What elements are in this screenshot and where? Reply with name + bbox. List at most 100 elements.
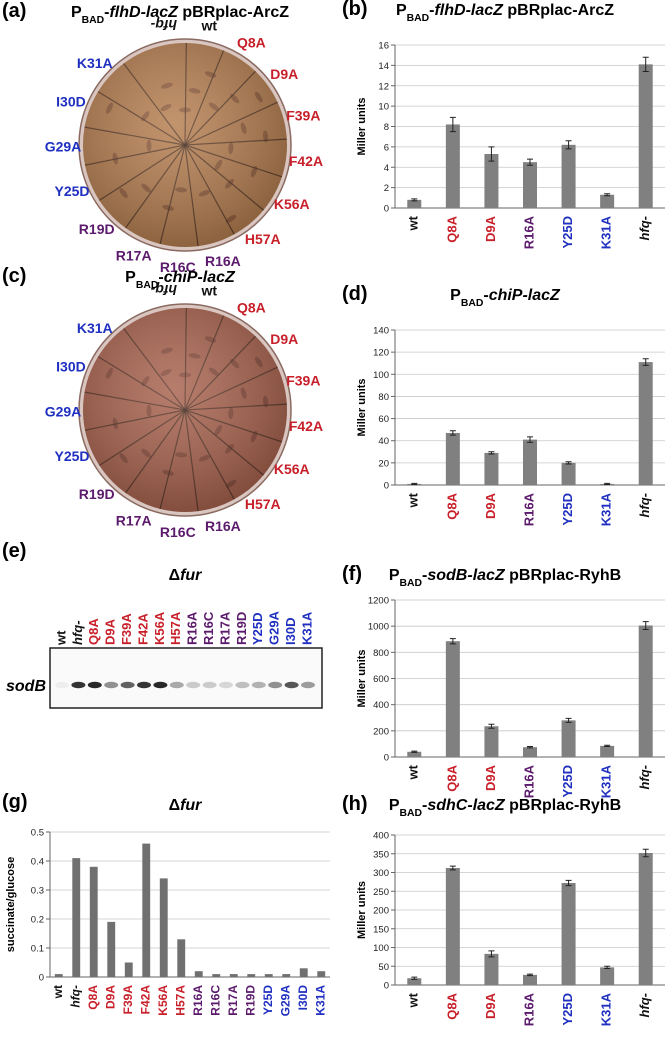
x-tick-label: K31A	[599, 215, 614, 249]
bar	[445, 124, 460, 208]
band	[301, 681, 315, 689]
title-part: chiP-lacZ	[164, 269, 236, 286]
y-tick-label: 1200	[368, 596, 389, 607]
error-bar	[449, 638, 456, 645]
bar	[445, 641, 460, 757]
bar	[159, 878, 168, 977]
error-bar	[411, 976, 418, 980]
x-tick-label: K56A	[156, 985, 170, 1016]
strain-label: R16C	[160, 524, 196, 540]
bar	[317, 971, 326, 977]
title-part: sodB-lacZ	[427, 567, 506, 584]
title-part: BAD	[461, 298, 484, 309]
lane-label: D9A	[103, 618, 118, 645]
bar	[89, 866, 98, 977]
title-part: -	[158, 269, 163, 286]
x-tick-label: wt	[406, 992, 421, 1008]
error-bar	[411, 750, 418, 753]
error-bar	[411, 482, 418, 485]
bar	[282, 974, 291, 977]
y-tick-label: 0.4	[31, 857, 44, 868]
bar	[212, 974, 221, 977]
y-tick-label: 800	[373, 648, 389, 659]
bar	[638, 64, 653, 208]
error-bar	[527, 158, 533, 166]
bar	[229, 974, 238, 977]
title-part: BAD	[407, 13, 430, 24]
strain-label: K56A	[274, 461, 310, 477]
bar	[54, 974, 63, 977]
strain-label: Q8A	[237, 35, 266, 51]
bar	[523, 747, 537, 757]
band-label: sodB	[6, 678, 46, 695]
x-tick-label: hfq-	[637, 993, 652, 1018]
y-tick-label: 60	[378, 414, 389, 425]
bar	[247, 974, 256, 977]
error-bar	[642, 848, 649, 858]
bar	[107, 921, 116, 977]
strain-label: Q8A	[237, 300, 266, 316]
error-bar	[488, 723, 495, 729]
title-part: P	[396, 2, 407, 19]
title-part: -	[429, 2, 434, 19]
lane-label: G29A	[267, 610, 282, 645]
x-tick-label: K31A	[313, 985, 327, 1016]
strain-label: R17A	[116, 248, 152, 264]
error-bar	[527, 436, 533, 443]
y-axis-label: succinate/glucose	[5, 857, 17, 952]
lane-label: wt	[53, 630, 68, 646]
lane-label: R16A	[185, 611, 200, 645]
strain-label: hfq-	[150, 282, 177, 298]
y-tick-label: 40	[378, 436, 389, 447]
lane-label: R19D	[234, 612, 249, 645]
x-tick-label: R19D	[243, 985, 257, 1016]
plate-sheen	[83, 43, 287, 247]
band	[235, 681, 250, 689]
x-tick-label: hfq-	[637, 216, 652, 241]
strain-label: H57A	[245, 496, 281, 512]
lane-label: H57A	[168, 611, 183, 645]
band	[251, 681, 266, 689]
error-bar	[604, 482, 611, 485]
error-bar	[527, 973, 533, 977]
panel-label: (c)	[2, 265, 26, 287]
strain-label: D9A	[270, 66, 298, 82]
y-tick-label: 2	[384, 183, 389, 194]
panel-label: (f)	[342, 563, 362, 585]
lane-label: F39A	[119, 613, 134, 645]
x-tick-label: wt	[406, 764, 421, 780]
x-tick-label: D9A	[483, 992, 498, 1019]
title-part: sdhC-lacZ	[427, 797, 506, 814]
y-tick-label: 150	[373, 924, 389, 935]
y-tick-label: 0	[384, 204, 389, 215]
y-tick-label: 0	[39, 973, 44, 984]
error-bar	[604, 193, 611, 197]
x-tick-label: Q8A	[444, 764, 459, 791]
band	[120, 681, 135, 689]
y-tick-label: 80	[378, 392, 389, 403]
title-part: pBRplac-ArcZ	[503, 2, 614, 19]
title: PBAD-sdhC-lacZ pBRplac-RyhB	[389, 797, 621, 819]
strain-label: F42A	[289, 153, 323, 169]
strain-label: D9A	[270, 331, 298, 347]
panel-label: (h)	[342, 793, 368, 815]
error-bar	[642, 621, 649, 630]
strain-label: G29A	[45, 138, 82, 154]
x-tick-label: wt	[406, 215, 421, 231]
x-tick-label: R16C	[208, 985, 222, 1016]
y-tick-label: 0	[384, 981, 389, 992]
x-tick-label: R16A	[191, 985, 205, 1016]
x-tick-label: R17A	[226, 985, 240, 1016]
lane-label: R17A	[217, 611, 232, 645]
x-tick-label: wt	[51, 985, 65, 999]
title: PBAD-flhD-lacZ pBRplac-ArcZ	[71, 4, 289, 26]
y-tick-label: 0.5	[31, 828, 44, 839]
strain-label: R16C	[160, 259, 196, 275]
y-tick-label: 50	[378, 962, 389, 973]
title-part: chiP-lacZ	[489, 287, 561, 304]
y-tick-label: 200	[373, 906, 389, 917]
x-tick-label: hfq-	[637, 493, 652, 518]
title-part: P	[389, 797, 400, 814]
